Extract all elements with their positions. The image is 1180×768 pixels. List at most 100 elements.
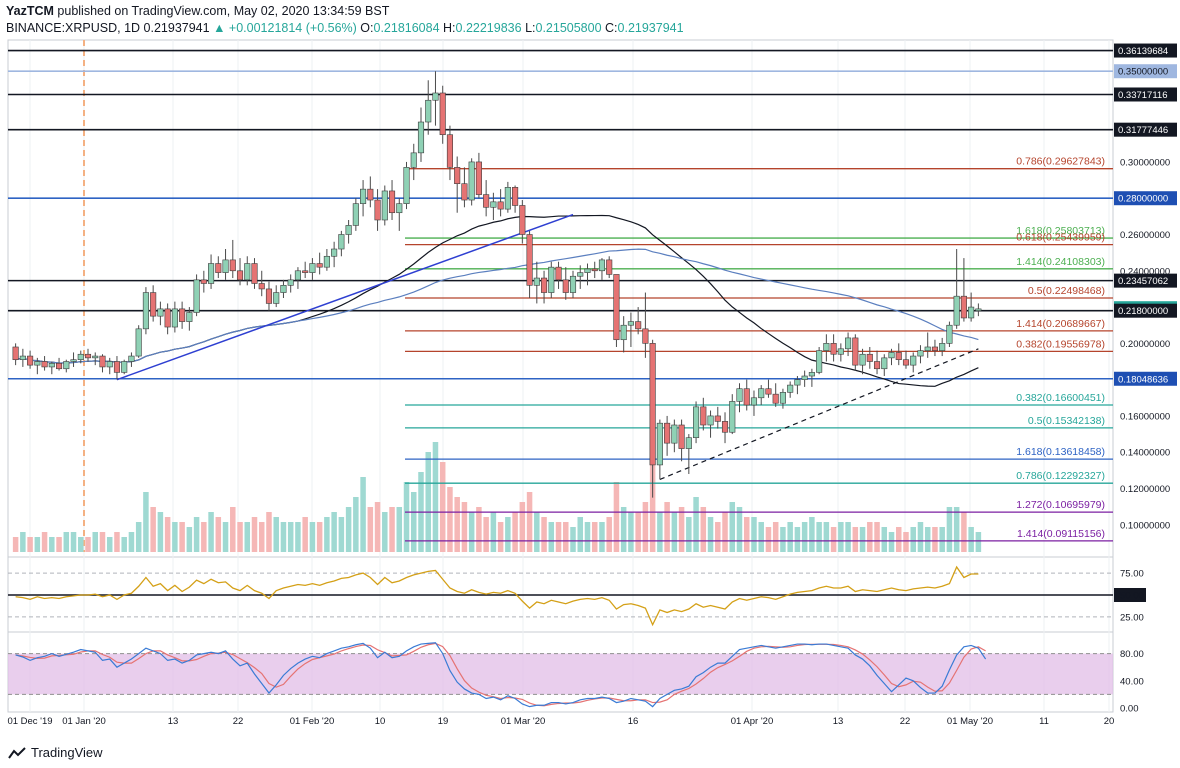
bearish-candle (200, 279, 207, 284)
bullish-candle (360, 188, 367, 204)
x-tick-label: 22 (233, 716, 244, 727)
volume-bar (903, 532, 909, 552)
volume-bar (896, 527, 902, 552)
volume-bar (816, 522, 822, 552)
stoch-tick-label: 40.00 (1120, 676, 1144, 687)
volume-bar (483, 517, 489, 552)
price-badge (1114, 87, 1177, 102)
bullish-candle (548, 266, 555, 293)
price-badge-label: 0.36139684 (1118, 46, 1168, 57)
price-badge-label: 0.31777446 (1118, 125, 1168, 136)
fib-level-label: 0.382(0.16600451) (1016, 392, 1105, 404)
price-tick-label: 0.20000000 (1120, 339, 1170, 350)
volume-bar (251, 517, 258, 552)
fib-level-label: 0.618(0.25439959) (1016, 232, 1105, 244)
volume-bar (577, 517, 583, 552)
bullish-candle (794, 379, 801, 386)
stoch-k-line (15, 642, 987, 708)
volume-bar (439, 462, 446, 552)
volume-bar (56, 537, 62, 552)
bullish-candle (598, 259, 606, 272)
fib-level-label: 1.414(0.24108303) (1016, 256, 1105, 268)
bullish-candle (569, 275, 577, 293)
volume-bar (179, 522, 185, 552)
bearish-candle (512, 187, 519, 206)
bearish-candle (562, 279, 569, 293)
rsi-line (15, 565, 979, 627)
bullish-candle (671, 424, 678, 444)
volume-bar (678, 507, 685, 552)
rsi-badge (1114, 588, 1146, 602)
bullish-candle (808, 372, 815, 377)
price-badge (1114, 303, 1177, 318)
x-tick-label: 20 (1104, 716, 1115, 727)
bullish-candle (490, 201, 497, 208)
last-price: 0.21937941 (143, 21, 210, 35)
fib-level-label: 0.786(0.12292327) (1016, 470, 1105, 482)
volume-bar (693, 497, 699, 552)
volume-bar (374, 502, 381, 552)
bearish-candle (302, 270, 309, 273)
symbol-label[interactable]: BINANCE:XRPUSD, 1D (6, 21, 141, 35)
bullish-candle (750, 397, 758, 406)
volume-bar (201, 522, 207, 552)
volume-bar (331, 512, 337, 552)
tradingview-logo[interactable]: TradingView (8, 745, 103, 760)
volume-bar (338, 517, 345, 552)
bullish-candle (787, 384, 794, 393)
bullish-candle (280, 284, 287, 293)
x-tick-label: 19 (438, 716, 449, 727)
volume-bar (707, 517, 714, 552)
volume-bar (932, 527, 938, 552)
bullish-candle (338, 234, 345, 250)
bearish-candle (150, 292, 157, 317)
fib-level-label: 1.618(0.13618458) (1016, 446, 1105, 458)
volume-bar (570, 527, 576, 552)
bullish-candle (273, 292, 280, 304)
bearish-candle (591, 268, 598, 272)
volume-bar (273, 517, 279, 552)
bullish-candle (171, 308, 178, 328)
volume-bar (874, 522, 880, 552)
volume-bar (686, 517, 692, 552)
bullish-candle (924, 346, 931, 351)
volume-bar (657, 512, 663, 552)
volume-bar (425, 452, 431, 552)
price-badge (1114, 122, 1177, 137)
volume-bar (215, 517, 222, 552)
volume-bar (411, 492, 417, 552)
fib-level-label: 1.414(0.20689667) (1016, 318, 1105, 330)
bearish-candle (164, 308, 171, 328)
bullish-candle (779, 392, 786, 404)
price-tick-label: 0.12000000 (1120, 484, 1170, 495)
bullish-candle (801, 375, 808, 380)
fib-level-label: 1.414(0.09115156) (1017, 528, 1105, 540)
fib-level-label: 0.382(0.19556978) (1016, 338, 1105, 350)
fib-level-label: 1.618(0.25803713) (1016, 225, 1105, 237)
bearish-candle (721, 421, 729, 433)
bullish-candle (816, 350, 823, 373)
close-label: C: (605, 21, 618, 35)
volume-bar (534, 512, 540, 552)
author-name[interactable]: YazTCM (6, 4, 54, 18)
volume-bar (208, 512, 214, 552)
price-badge-label: 0.28000000 (1118, 194, 1168, 205)
volume-bar (20, 532, 26, 552)
bearish-candle (475, 161, 482, 195)
bullish-candle (584, 268, 591, 273)
bearish-candle (251, 263, 258, 284)
bullish-candle (729, 401, 736, 433)
volume-bar (910, 527, 916, 552)
bullish-candle (345, 225, 352, 235)
bullish-candle (157, 308, 164, 317)
bearish-candle (931, 346, 938, 351)
volume-bar (628, 512, 634, 552)
volume-bar (765, 527, 772, 552)
volume-bar (353, 497, 359, 552)
x-tick-label: 10 (375, 716, 386, 727)
volume-bar (186, 527, 193, 552)
volume-bar (280, 522, 287, 552)
bearish-candle (41, 361, 48, 368)
volume-bar (700, 507, 707, 552)
